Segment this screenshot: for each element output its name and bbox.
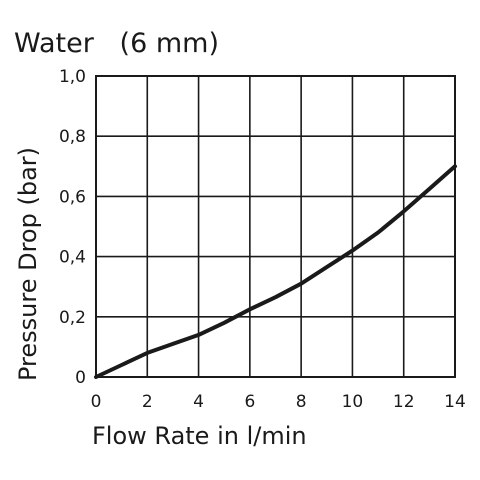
y-axis-ticks: 0 0,2 0,4 0,6 0,8 1,0	[59, 67, 86, 388]
y-tick-label: 1,0	[59, 67, 86, 87]
x-axis-ticks: 0 2 4 6 8 10 12 14	[91, 392, 466, 412]
y-tick-label: 0,8	[59, 127, 86, 147]
chart-title: Water (6 mm)	[14, 28, 219, 59]
y-tick-label: 0,4	[59, 248, 86, 268]
x-tick-label: 0	[91, 392, 102, 412]
x-tick-label: 14	[444, 392, 466, 412]
y-tick-label: 0	[75, 368, 86, 388]
pressure-drop-series-line	[94, 164, 457, 379]
x-tick-label: 6	[244, 392, 255, 412]
y-tick-label: 0,2	[59, 308, 86, 328]
x-tick-label: 10	[342, 392, 364, 412]
x-tick-label: 4	[193, 392, 204, 412]
x-axis-label: Flow Rate in l/min	[92, 422, 307, 450]
grid	[96, 76, 455, 377]
x-tick-label: 12	[393, 392, 415, 412]
x-tick-label: 2	[142, 392, 153, 412]
y-tick-label: 0,6	[59, 187, 86, 207]
x-tick-label: 8	[296, 392, 307, 412]
plot-frame	[95, 75, 456, 378]
y-axis-label: Pressure Drop (bar)	[14, 147, 42, 381]
series-layer	[94, 164, 457, 379]
